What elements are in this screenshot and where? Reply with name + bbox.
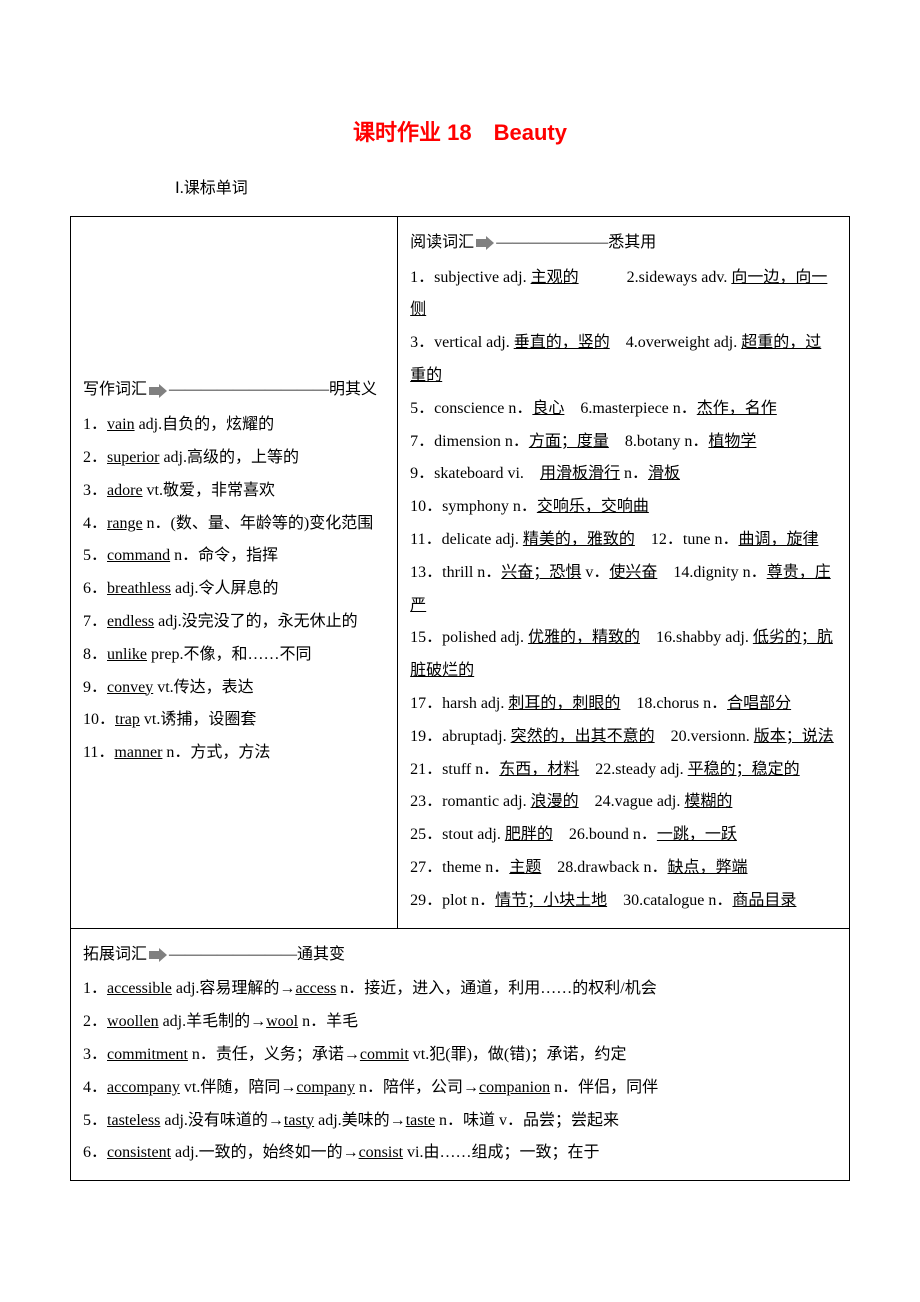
vocab-entry: 21．stuff n．东西，材料 22.steady adj. 平稳的；稳定的 [410,754,837,787]
heading-text: 拓展词汇 [83,946,147,963]
vocab-entry: 10．symphony n．交响乐，交响曲 [410,491,837,524]
vocab-entry: 13．thrill n．兴奋；恐惧 v．使兴奋 14.dignity n．尊贵，… [410,557,837,623]
vocab-entry: 9．skateboard vi. 用滑板滑行 n．滑板 [410,458,837,491]
vocab-entry: 10．trap vt.诱捕，设圈套 [83,704,385,737]
vocab-entry: 3．commitment n．责任，义务；承诺→commit vt.犯(罪)，做… [83,1039,837,1072]
vocab-entry: 5．conscience n．良心 6.masterpiece n．杰作，名作 [410,393,837,426]
bottom-heading: 拓展词汇 ————————通其变 [83,939,837,972]
vocab-entry: 1．vain adj.自负的，炫耀的 [83,409,385,442]
vocab-entry: 4．range n．(数、量、年龄等的)变化范围 [83,508,385,541]
vocab-entry: 3．vertical adj. 垂直的，竖的 4.overweight adj.… [410,327,837,393]
left-cell: 写作词汇 ——————————明其义 1．vain adj.自负的，炫耀的2．su… [71,216,398,928]
vocab-entry: 6．breathless adj.令人屏息的 [83,573,385,606]
right-cell: 阅读词汇 ———————悉其用 1．subjective adj. 主观的 2.s… [398,216,850,928]
vocab-entry: 8．unlike prep.不像，和……不同 [83,639,385,672]
vocab-entry: 4．accompany vt.伴随，陪同→company n．陪伴，公司→com… [83,1072,837,1105]
heading-text: ———————悉其用 [496,234,656,251]
heading-text: 写作词汇 [83,381,147,398]
vocab-entry: 5．tasteless adj.没有味道的→tasty adj.美味的→tast… [83,1105,837,1138]
vocab-entry: 15．polished adj. 优雅的，精致的 16.shabby adj. … [410,622,837,688]
right-heading: 阅读词汇 ———————悉其用 [410,227,837,260]
page-title: 课时作业 18 Beauty [70,115,850,147]
arrow-icon [476,237,494,249]
vocab-entry: 11．delicate adj. 精美的，雅致的 12．tune n．曲调，旋律 [410,524,837,557]
vocab-entry: 19．abruptadj. 突然的，出其不意的 20.versionn. 版本；… [410,721,837,754]
heading-text: 阅读词汇 [410,234,474,251]
vocab-entry: 27．theme n．主题 28.drawback n．缺点，弊端 [410,852,837,885]
vocab-entry: 23．romantic adj. 浪漫的 24.vague adj. 模糊的 [410,786,837,819]
left-heading: 写作词汇 ——————————明其义 [83,374,385,407]
vocab-entry: 29．plot n．情节；小块土地 30.catalogue n．商品目录 [410,885,837,918]
arrow-icon [149,385,167,397]
heading-text: ——————————明其义 [169,381,377,398]
vocab-entry: 7．endless adj.没完没了的，永无休止的 [83,606,385,639]
vocab-entry: 9．convey vt.传达，表达 [83,672,385,705]
heading-text: ————————通其变 [169,946,345,963]
vocab-entry: 3．adore vt.敬爱，非常喜欢 [83,475,385,508]
vocab-entry: 25．stout adj. 肥胖的 26.bound n．一跳，一跃 [410,819,837,852]
arrow-icon [149,949,167,961]
vocab-table: 写作词汇 ——————————明其义 1．vain adj.自负的，炫耀的2．su… [70,216,850,1181]
vocab-entry: 17．harsh adj. 刺耳的，刺眼的 18.chorus n．合唱部分 [410,688,837,721]
vocab-entry: 7．dimension n．方面；度量 8.botany n．植物学 [410,426,837,459]
bottom-cell: 拓展词汇 ————————通其变 1．accessible adj.容易理解的→a… [71,928,850,1181]
vocab-entry: 2．woollen adj.羊毛制的→wool n．羊毛 [83,1006,837,1039]
vocab-entry: 1．accessible adj.容易理解的→access n．接近，进入，通道… [83,973,837,1006]
vocab-entry: 11．manner n．方式，方法 [83,737,385,770]
vocab-entry: 1．subjective adj. 主观的 2.sideways adv. 向一… [410,262,837,328]
section-label: Ⅰ.课标单词 [175,175,850,204]
vocab-entry: 2．superior adj.高级的，上等的 [83,442,385,475]
vocab-entry: 5．command n．命令，指挥 [83,540,385,573]
vocab-entry: 6．consistent adj.一致的，始终如一的→consist vi.由…… [83,1137,837,1170]
